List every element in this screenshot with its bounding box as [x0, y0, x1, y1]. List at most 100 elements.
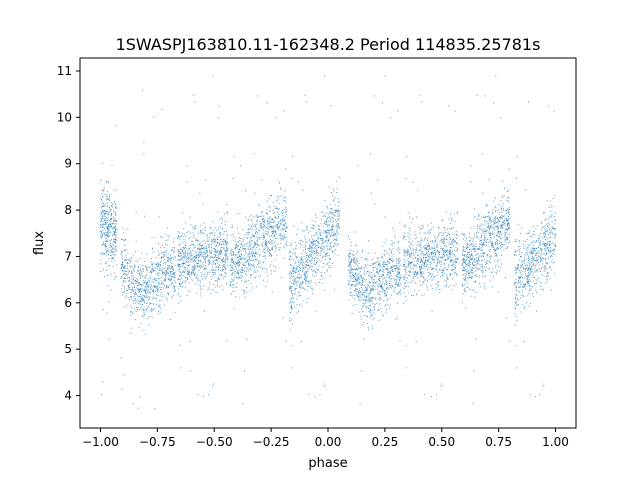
data-point [127, 296, 129, 298]
data-point [329, 275, 331, 277]
data-point [155, 297, 157, 299]
data-point [266, 246, 268, 248]
data-point [246, 338, 248, 340]
data-point [306, 289, 308, 291]
data-point [447, 278, 449, 280]
data-point [368, 293, 370, 295]
data-point [158, 278, 160, 280]
data-point [298, 292, 300, 294]
data-point [383, 300, 385, 302]
data-point [355, 293, 357, 295]
data-point [386, 300, 388, 302]
data-point [436, 265, 438, 267]
data-point [181, 248, 183, 250]
data-point [330, 219, 332, 221]
data-point [121, 238, 123, 240]
data-point [426, 239, 428, 241]
data-point [307, 271, 309, 273]
data-point [314, 241, 316, 243]
data-point [313, 240, 314, 242]
data-point [106, 261, 108, 263]
data-point [120, 264, 122, 266]
data-point [149, 297, 150, 299]
data-point [148, 277, 150, 279]
data-point [392, 242, 394, 244]
data-point [318, 231, 320, 233]
data-point [351, 259, 353, 261]
data-point [255, 232, 257, 234]
data-point [446, 234, 448, 236]
data-point [202, 232, 204, 234]
data-point [112, 238, 114, 240]
data-point [238, 265, 240, 267]
data-point [308, 268, 310, 270]
data-point [392, 265, 394, 267]
data-point [180, 258, 182, 260]
data-point [377, 285, 379, 287]
data-point [302, 271, 304, 273]
data-point [313, 234, 315, 236]
data-point [193, 237, 195, 239]
data-point [384, 253, 386, 255]
data-point [316, 251, 318, 253]
data-point [111, 251, 113, 253]
data-point [421, 283, 423, 285]
data-point [269, 242, 271, 244]
data-point [449, 250, 450, 252]
data-point [442, 220, 444, 222]
data-point [261, 227, 263, 229]
data-point [415, 341, 417, 342]
data-point [162, 254, 164, 256]
data-point [356, 273, 358, 275]
data-point [225, 268, 226, 270]
data-point [381, 286, 383, 288]
data-point [385, 268, 387, 270]
data-point [113, 218, 115, 220]
data-point [406, 266, 408, 268]
data-point [135, 251, 137, 253]
data-point [493, 227, 495, 229]
data-point [218, 257, 220, 259]
data-point [259, 253, 261, 255]
data-point [507, 234, 509, 236]
data-point [424, 246, 426, 248]
data-point [452, 266, 454, 267]
data-point [462, 261, 464, 263]
data-point [384, 293, 386, 294]
data-point [165, 278, 167, 280]
data-point [332, 220, 334, 222]
data-point [374, 276, 375, 278]
data-point [378, 278, 380, 280]
data-point [247, 218, 249, 220]
data-point [100, 180, 102, 181]
data-point [268, 250, 270, 252]
data-point [284, 216, 286, 217]
data-point [240, 269, 242, 271]
data-point [133, 278, 135, 280]
data-point [372, 296, 373, 298]
data-point [246, 287, 248, 288]
data-point [198, 270, 200, 271]
data-point [411, 262, 413, 264]
data-point [289, 289, 291, 291]
data-point [448, 264, 450, 266]
data-point [272, 246, 273, 248]
data-point [253, 270, 255, 272]
data-point [202, 273, 204, 275]
data-point [173, 238, 175, 240]
data-point [226, 233, 228, 235]
data-point [311, 262, 313, 264]
data-point [259, 226, 261, 228]
data-point [507, 190, 509, 192]
data-point [373, 307, 375, 309]
data-point [240, 165, 242, 167]
data-point [188, 248, 190, 250]
data-point [196, 239, 198, 241]
data-point [110, 246, 112, 248]
data-point [399, 274, 401, 276]
data-point [320, 234, 321, 236]
data-point [303, 256, 305, 258]
data-point [431, 268, 433, 270]
data-point [301, 222, 303, 224]
data-point [155, 270, 157, 272]
